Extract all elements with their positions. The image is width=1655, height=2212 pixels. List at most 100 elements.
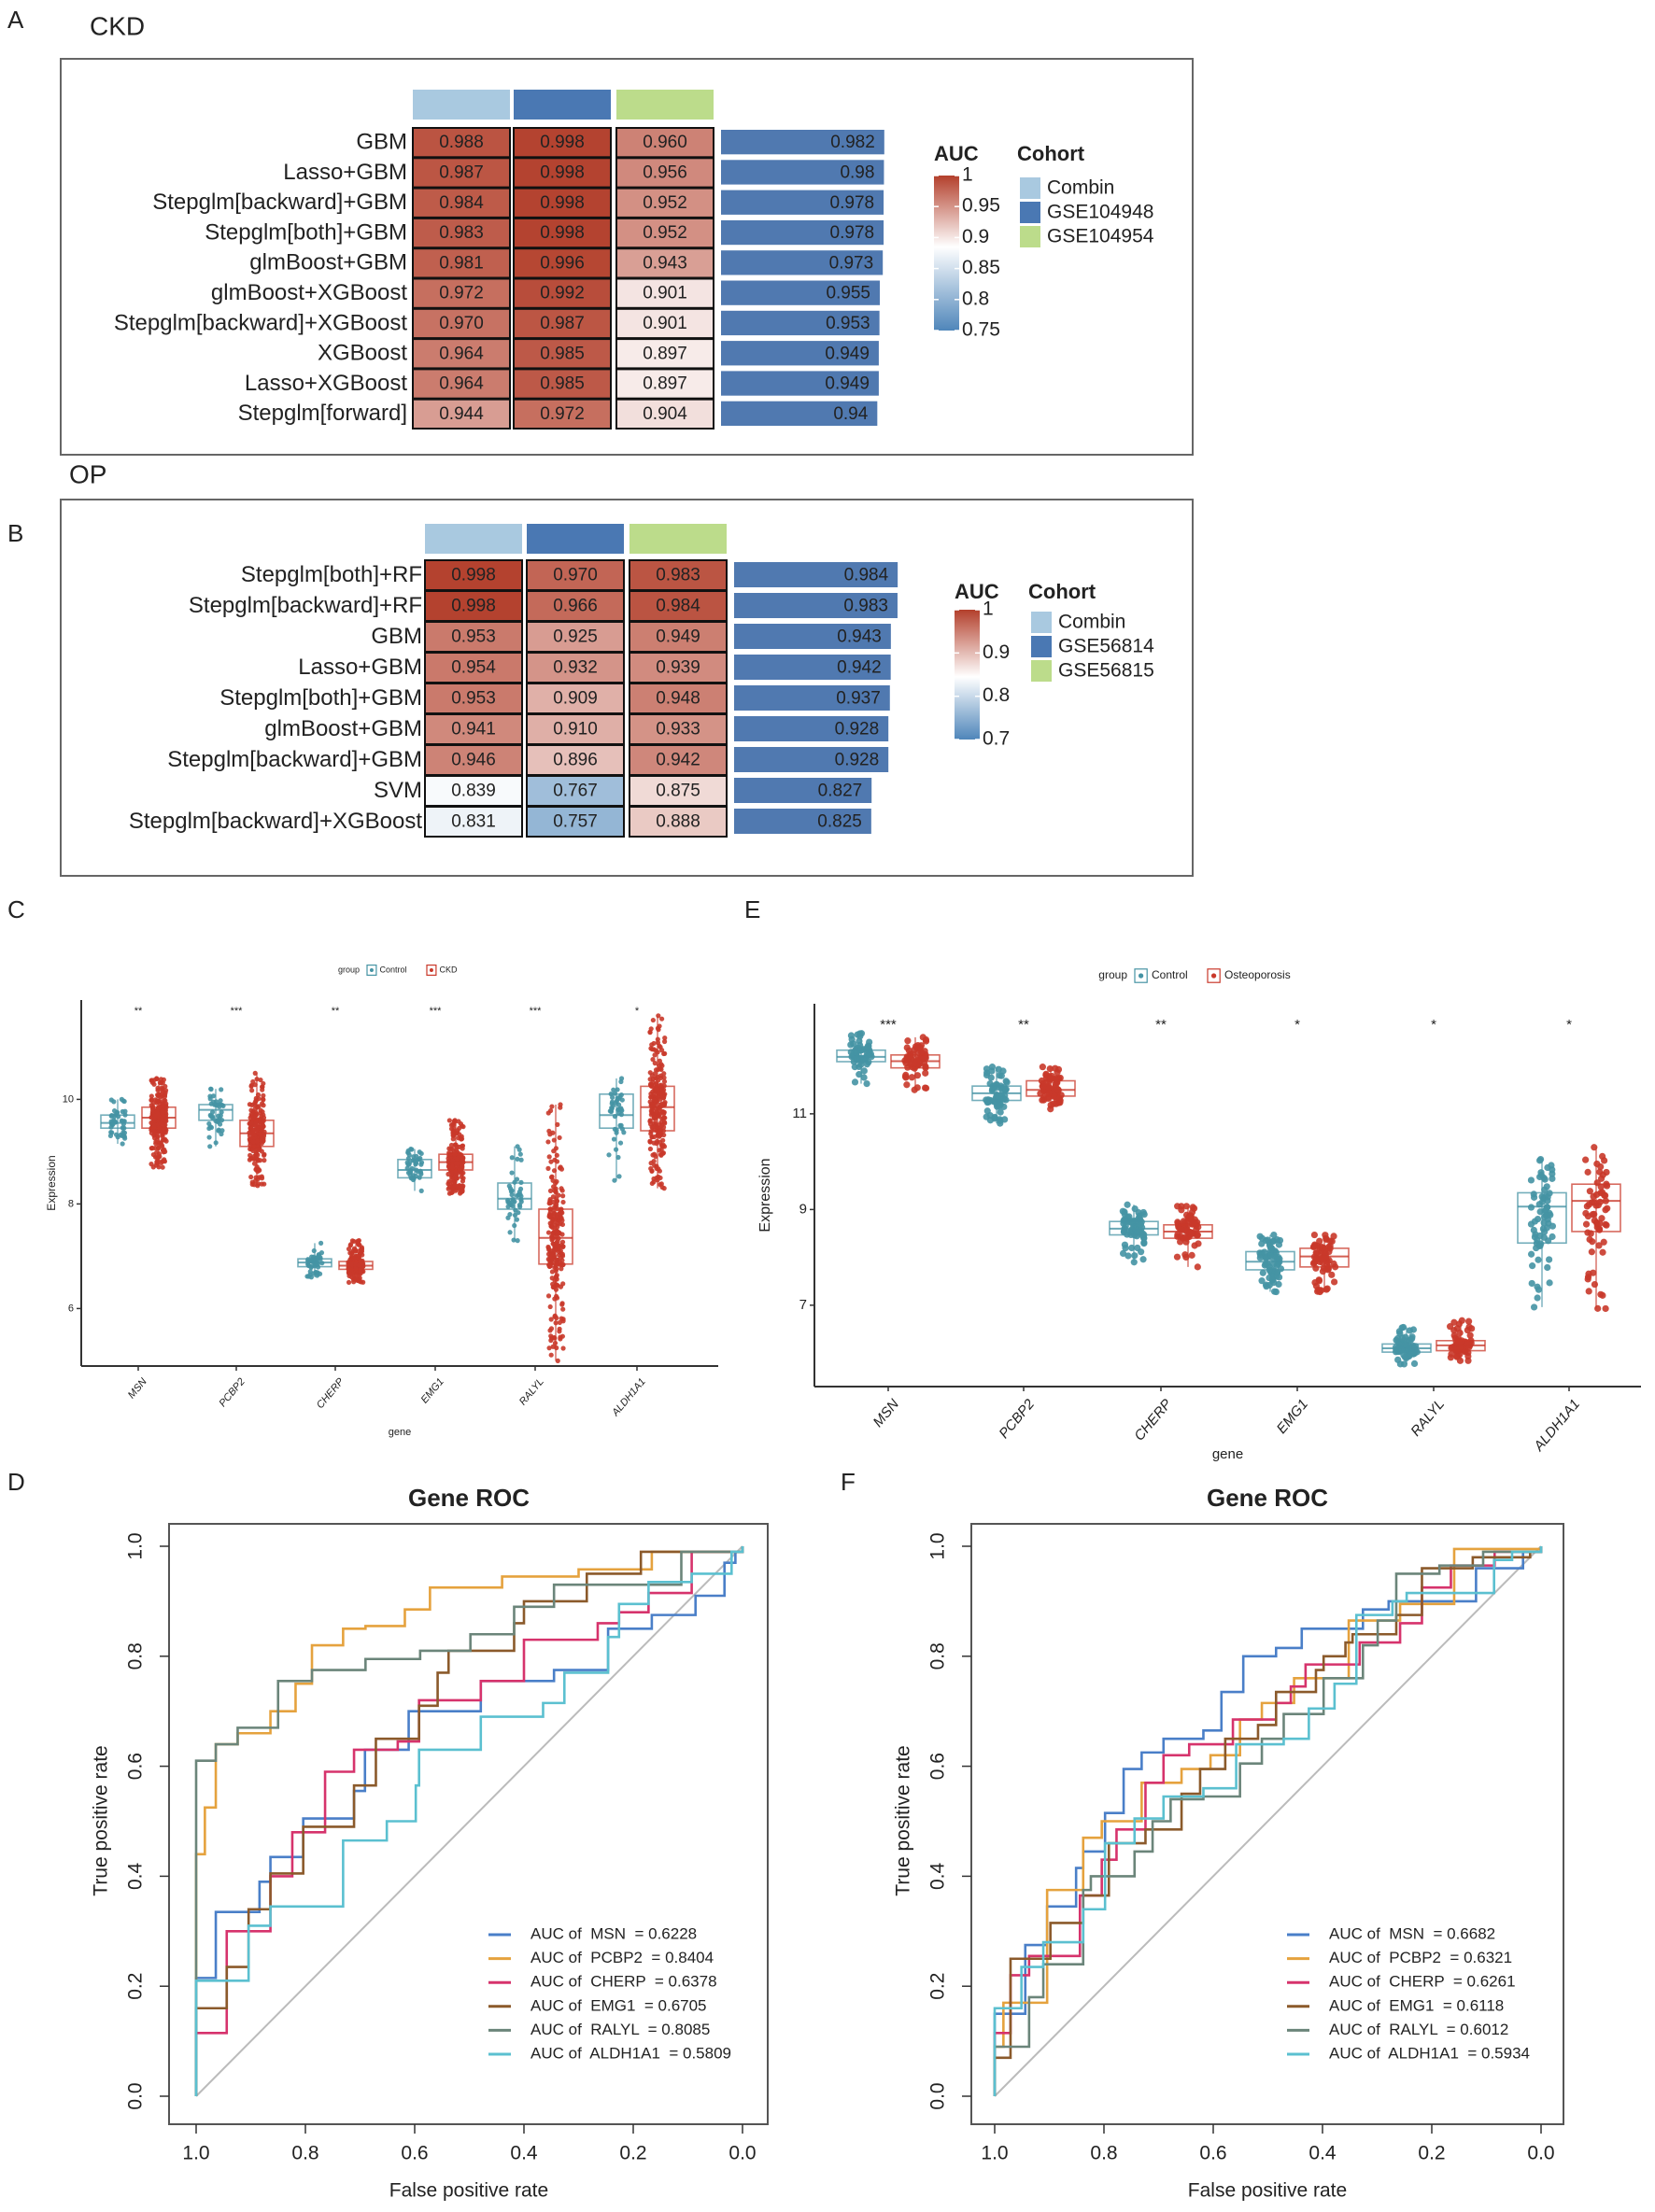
row-label: Stepglm[both]+GBM bbox=[219, 685, 422, 711]
box-Control-EMG1 bbox=[1245, 1231, 1295, 1296]
jitter-point bbox=[1410, 1360, 1419, 1367]
box-iqr bbox=[1571, 1183, 1621, 1233]
legend-label-RALYL: AUC of RALYL = 0.8085 bbox=[530, 2021, 710, 2038]
jitter-point bbox=[218, 1098, 223, 1104]
jitter-point bbox=[553, 1186, 559, 1191]
heatmap-cell bbox=[513, 338, 612, 370]
jitter-point bbox=[661, 1038, 668, 1045]
jitter-point bbox=[553, 1274, 559, 1279]
jitter-point bbox=[158, 1093, 163, 1100]
jitter-point bbox=[206, 1134, 212, 1140]
jitter-point bbox=[161, 1077, 166, 1082]
colorbar-tick-label: 0.8 bbox=[983, 684, 1010, 706]
jitter-point bbox=[1465, 1323, 1473, 1331]
heatmap-title: CKD bbox=[90, 11, 145, 40]
cell-value: 0.888 bbox=[656, 812, 700, 832]
jitter-point bbox=[1535, 1286, 1543, 1293]
cell-value: 0.949 bbox=[656, 627, 700, 647]
panel-frame bbox=[60, 58, 1194, 456]
box-Control-EMG1 bbox=[397, 1147, 432, 1193]
jitter-point bbox=[657, 1134, 662, 1139]
jitter-point bbox=[650, 1057, 656, 1063]
jitter-point bbox=[160, 1164, 165, 1170]
box-Control-PCBP2 bbox=[971, 1064, 1022, 1127]
jitter-point bbox=[1584, 1275, 1591, 1283]
mean-auc-value: 0.984 bbox=[844, 566, 889, 585]
cohort-header-GSE56815 bbox=[629, 524, 727, 554]
jitter-point bbox=[159, 1085, 164, 1091]
row-label: Stepglm[backward]+XGBoost bbox=[129, 809, 422, 834]
mean-auc-bar bbox=[721, 341, 879, 366]
jitter-point bbox=[260, 1087, 265, 1092]
cell-value: 0.985 bbox=[540, 374, 585, 394]
jitter-point bbox=[121, 1130, 128, 1135]
cell-value: 0.952 bbox=[643, 223, 687, 243]
mean-auc-bar bbox=[721, 280, 880, 305]
jitter-point bbox=[1270, 1288, 1279, 1295]
jitter-point bbox=[1188, 1251, 1195, 1259]
cell-value: 0.831 bbox=[451, 812, 496, 832]
jitter-point bbox=[662, 1050, 668, 1056]
cell-value: 0.984 bbox=[439, 193, 484, 213]
jitter-point bbox=[921, 1048, 928, 1055]
y-tick-label: 11 bbox=[792, 1106, 807, 1121]
cell-value: 0.933 bbox=[656, 720, 700, 740]
heatmap-cell bbox=[412, 307, 511, 340]
jitter-point bbox=[615, 1154, 621, 1161]
x-axis-title: False positive rate bbox=[1188, 2180, 1347, 2202]
roc-curve-PCBP2 bbox=[194, 1546, 744, 2096]
jitter-point bbox=[1330, 1233, 1337, 1240]
jitter-point bbox=[1311, 1278, 1319, 1287]
jitter-point bbox=[850, 1040, 857, 1048]
jitter-point bbox=[1174, 1231, 1181, 1238]
mean-auc-value: 0.953 bbox=[826, 314, 870, 333]
jitter-point bbox=[1541, 1207, 1549, 1215]
jitter-point bbox=[657, 1023, 662, 1029]
jitter-point bbox=[1543, 1183, 1550, 1191]
cell-value: 0.910 bbox=[553, 720, 598, 740]
cohort-swatch bbox=[1031, 636, 1052, 657]
cell-value: 0.984 bbox=[656, 597, 700, 616]
auc-legend-title: AUC bbox=[955, 580, 999, 603]
cohort-legend-title: Cohort bbox=[1017, 142, 1085, 165]
mean-auc-value: 0.827 bbox=[818, 782, 863, 801]
jitter-point bbox=[611, 1136, 617, 1142]
heatmap-cell bbox=[513, 217, 612, 249]
box-CKD-MSN bbox=[141, 1076, 177, 1170]
jitter-point bbox=[1549, 1175, 1556, 1182]
jitter-point bbox=[917, 1042, 926, 1050]
jitter-point bbox=[448, 1142, 455, 1148]
jitter-point bbox=[913, 1072, 922, 1079]
jitter-point bbox=[1583, 1203, 1591, 1210]
cohort-legend-title: Cohort bbox=[1028, 580, 1096, 603]
jitter-point bbox=[922, 1036, 930, 1044]
box-CKD-RALYL bbox=[538, 1102, 573, 1363]
jitter-point bbox=[618, 1106, 624, 1111]
box-Osteoporosis-ALDH1A1 bbox=[1571, 1144, 1621, 1313]
jitter-point bbox=[254, 1147, 261, 1152]
jitter-point bbox=[557, 1134, 562, 1141]
jitter-point bbox=[1538, 1193, 1546, 1201]
jitter-point bbox=[659, 1144, 665, 1149]
jitter-point bbox=[551, 1217, 558, 1222]
jitter-point bbox=[1050, 1100, 1057, 1107]
jitter-point bbox=[261, 1103, 266, 1108]
jitter-point bbox=[111, 1099, 117, 1105]
jitter-point bbox=[163, 1136, 168, 1142]
x-tick-label: 1.0 bbox=[182, 2143, 209, 2164]
heatmap-cell bbox=[412, 217, 511, 249]
jitter-point bbox=[1602, 1304, 1609, 1313]
box-CKD-CHERP bbox=[338, 1238, 374, 1285]
heatmap-cell bbox=[513, 398, 612, 430]
jitter-point bbox=[865, 1050, 872, 1058]
jitter-point bbox=[1535, 1256, 1542, 1263]
jitter-point bbox=[122, 1108, 128, 1114]
heatmap-cell bbox=[412, 368, 511, 400]
plot-frame bbox=[970, 1523, 1564, 2125]
jitter-point bbox=[1135, 1208, 1142, 1217]
jitter-point bbox=[660, 1108, 666, 1115]
mean-auc-bar bbox=[721, 130, 884, 155]
roc-title: Gene ROC bbox=[408, 1484, 530, 1512]
jitter-point bbox=[547, 1107, 554, 1114]
jitter-point bbox=[615, 1102, 622, 1107]
